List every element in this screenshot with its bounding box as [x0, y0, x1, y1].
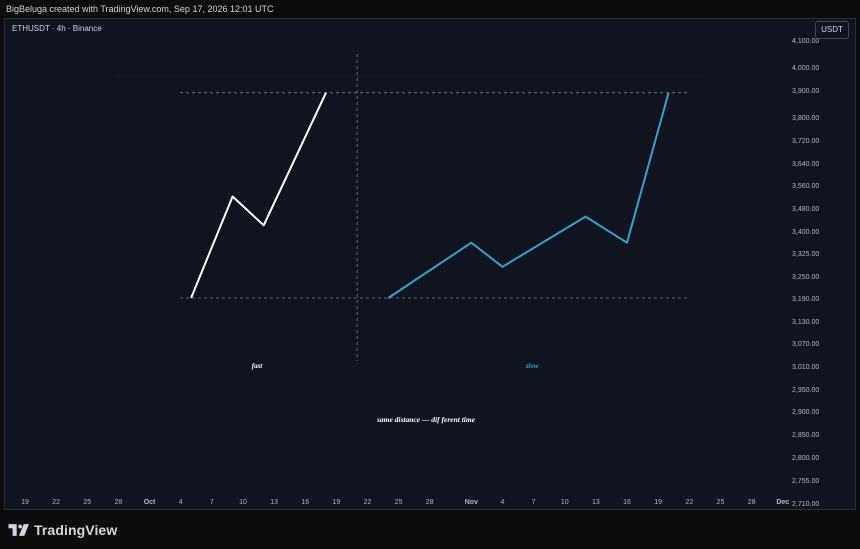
x-tick-label: 28	[115, 499, 123, 506]
y-tick-label: 3,720.00	[792, 138, 819, 145]
time-axis: 19 22 25 28 Oct 4 7 10 13 16 19 22 25 28 Nov 4 7 10 13 16 19…	[21, 499, 789, 506]
y-tick-label: 3,130.00	[792, 319, 819, 326]
x-tick-label: 13	[270, 499, 278, 506]
currency-button[interactable]: USDT	[815, 21, 849, 39]
y-tick-label: 3,560.00	[792, 183, 819, 190]
y-tick-label: 3,800.00	[792, 115, 819, 122]
x-tick-label: 25	[395, 499, 403, 506]
y-tick-label: 4,000.00	[792, 65, 819, 72]
y-tick-label: 2,800.00	[792, 455, 819, 462]
x-tick-label: 22	[52, 499, 60, 506]
y-tick-label: 3,900.00	[792, 88, 819, 95]
x-tick-label: 10	[561, 499, 569, 506]
series-layer	[190, 92, 670, 299]
x-tick-label: 25	[83, 499, 91, 506]
caption-label: same distance — dif ferent time	[376, 415, 476, 424]
x-tick-label: Nov	[465, 499, 478, 506]
y-tick-label: 2,710.00	[792, 501, 819, 508]
y-tick-label: 3,400.00	[792, 229, 819, 236]
x-tick-label: 16	[301, 499, 309, 506]
y-tick-label: 3,070.00	[792, 341, 819, 348]
chart-credit: BigBeluga created with TradingView.com, …	[6, 4, 274, 14]
x-tick-label: 7	[210, 499, 214, 506]
fast-series-line	[190, 92, 327, 299]
tradingview-brand: TradingView	[34, 522, 118, 538]
annotations-layer: fast slow same distance — dif ferent time	[252, 362, 539, 424]
x-tick-label: 16	[623, 499, 631, 506]
y-tick-label: 2,900.00	[792, 409, 819, 416]
y-tick-label: 2,755.00	[792, 478, 819, 485]
y-tick-label: 3,480.00	[792, 206, 819, 213]
x-tick-label: 19	[21, 499, 29, 506]
x-tick-label: 13	[592, 499, 600, 506]
y-tick-label: 3,010.00	[792, 364, 819, 371]
guides-layer	[115, 54, 705, 361]
y-tick-label: 2,950.00	[792, 387, 819, 394]
fast-label: fast	[252, 362, 264, 370]
tradingview-footer[interactable]: TradingView	[8, 521, 117, 539]
x-tick-label: 28	[426, 499, 434, 506]
y-tick-label: 3,325.00	[792, 251, 819, 258]
x-tick-label: 25	[717, 499, 725, 506]
x-tick-label: 7	[532, 499, 536, 506]
x-tick-label: 22	[685, 499, 693, 506]
tradingview-logo-icon	[8, 524, 29, 536]
y-tick-label: 4,100.00	[792, 38, 819, 45]
slow-label: slow	[525, 362, 539, 370]
x-tick-label: 4	[501, 499, 505, 506]
x-tick-label: 19	[654, 499, 662, 506]
y-tick-label: 3,190.00	[792, 296, 819, 303]
x-tick-label: 22	[364, 499, 372, 506]
x-tick-label: 19	[333, 499, 341, 506]
symbol-label[interactable]: ETHUSDT · 4h · Binance	[12, 24, 102, 33]
y-tick-label: 3,640.00	[792, 161, 819, 168]
x-tick-label: 10	[239, 499, 247, 506]
y-tick-label: 3,250.00	[792, 274, 819, 281]
x-tick-label: 28	[748, 499, 756, 506]
x-tick-label: 4	[179, 499, 183, 506]
price-axis: 4,100.00 4,000.00 3,900.00 3,800.00 3,720.00…	[792, 38, 819, 508]
x-tick-label: Dec	[776, 499, 789, 506]
y-tick-label: 2,850.00	[792, 432, 819, 439]
x-tick-label: Oct	[144, 499, 156, 506]
chart-panel[interactable]: fast slow same distance — dif ferent time …	[4, 18, 856, 510]
slow-series-line	[387, 92, 670, 299]
